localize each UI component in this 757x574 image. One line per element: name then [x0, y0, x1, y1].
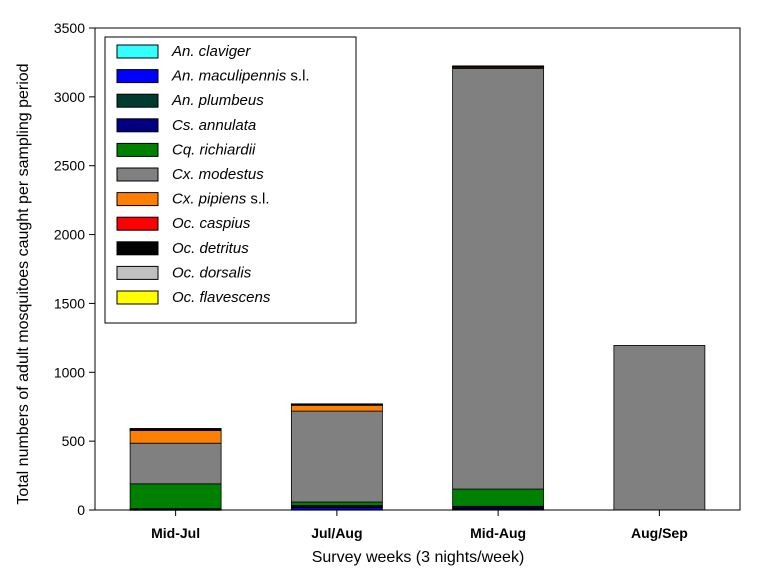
bar-mid-aug-modestus [452, 67, 545, 490]
bars-layer [129, 65, 706, 511]
y-axis-title: Total numbers of adult mosquitoes caught… [15, 63, 32, 504]
bar-jul-aug-flavescens [290, 403, 383, 405]
legend-swatch-maculipennis [116, 69, 159, 84]
legend-swatch-dorsalis [116, 265, 159, 280]
legend-label-flavescens: Oc. flavescens [172, 289, 271, 306]
y-tick-label: 500 [62, 433, 86, 449]
legend-swatch-annulata [116, 118, 159, 133]
bar-mid-aug-richiardii [452, 488, 545, 507]
legend-label-maculipennis: An. maculipennis s.l. [171, 68, 310, 85]
x-axis-title: Survey weeks (3 nights/week) [312, 549, 525, 566]
x-axis: Mid-Jul Jul/Aug Mid-Aug Aug/Sep [151, 510, 688, 541]
plot-frame [94, 27, 741, 511]
legend-swatch-claviger [116, 44, 159, 59]
bar-jul-aug-pipiens [290, 404, 383, 412]
bar-mid-aug-flavescens [452, 65, 545, 67]
legend-swatch-detritus [116, 241, 159, 256]
y-tick-label: 3500 [54, 20, 85, 36]
legend-swatch-plumbeus [116, 93, 159, 108]
legend-label-pipiens: Cx. pipiens s.l. [172, 191, 270, 208]
legend: An. claviger An. maculipennis s.l. An. plu… [104, 36, 357, 324]
legend-label-claviger: An. claviger [171, 43, 251, 60]
legend-label-annulata: Cs. annulata [172, 117, 256, 134]
legend-swatch-flavescens [116, 290, 159, 305]
legend-swatch-richiardii [116, 142, 159, 157]
y-tick-label: 1500 [54, 295, 85, 311]
legend-label-dorsalis: Oc. dorsalis [172, 264, 252, 281]
bar-mid-jul-pipiens [129, 429, 222, 444]
y-tick-label: 3000 [54, 89, 85, 105]
y-tick-label: 0 [77, 502, 85, 518]
legend-label-detritus: Oc. detritus [172, 240, 249, 257]
y-tick-label: 2000 [54, 227, 85, 243]
legend-label-modestus: Cx. modestus [172, 166, 264, 183]
x-tick-label: Jul/Aug [311, 525, 362, 541]
bar-mid-jul-flavescens [129, 428, 222, 430]
y-tick-label: 2500 [54, 158, 85, 174]
x-tick-label: Mid-Jul [151, 525, 200, 541]
legend-swatch-caspius [116, 216, 159, 231]
y-tick-label: 1000 [54, 364, 85, 380]
y-axis: 0 500 1000 1500 2000 2500 3000 3500 [54, 20, 95, 518]
bar-aug-sep-modestus [613, 345, 706, 511]
legend-label-caspius: Oc. caspius [172, 215, 251, 232]
bar-jul-aug-modestus [290, 410, 383, 503]
legend-label-richiardii: Cq. richiardii [172, 141, 256, 158]
legend-label-plumbeus: An. plumbeus [171, 92, 264, 109]
bar-mid-jul-modestus [129, 442, 222, 485]
x-tick-label: Aug/Sep [631, 525, 688, 541]
legend-swatch-pipiens [116, 192, 159, 207]
x-tick-label: Mid-Aug [470, 525, 526, 541]
bar-jul-aug-richiardii [290, 501, 383, 506]
legend-swatch-modestus [116, 167, 159, 182]
bar-mid-jul-richiardii [129, 483, 222, 510]
